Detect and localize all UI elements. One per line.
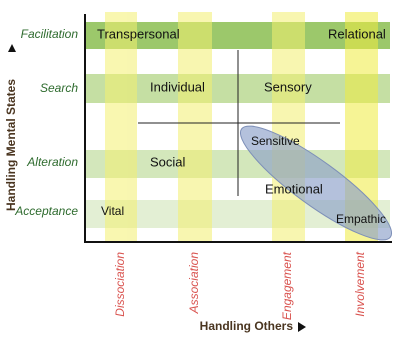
y-level: Facilitation — [21, 27, 79, 41]
y-level: Search — [40, 81, 78, 95]
highlight-ellipse — [239, 125, 393, 241]
cell-label: Sensitive — [251, 134, 300, 148]
cell-label: Emotional — [265, 181, 323, 196]
cell-label: Sensory — [264, 79, 312, 94]
y-level: Acceptance — [14, 204, 78, 218]
x-level: Association — [187, 252, 201, 315]
cell-label: Relational — [328, 26, 386, 41]
cell-label: Social — [150, 154, 186, 169]
x-level: Dissociation — [113, 252, 127, 317]
x-level: Involvement — [353, 251, 367, 316]
band-dissociation — [105, 12, 137, 242]
cell-label: Empathic — [336, 212, 386, 226]
band-engagement — [272, 12, 305, 242]
cell-label: Vital — [101, 204, 124, 218]
cell-label: Individual — [150, 79, 205, 94]
x-axis-arrow — [298, 322, 306, 332]
y-level: Alteration — [26, 155, 78, 169]
y-axis-arrow — [8, 44, 16, 52]
y-axis-title: Handling Mental States — [4, 79, 18, 211]
x-level: Engagement — [280, 251, 294, 320]
x-axis-title: Handling Others — [200, 319, 294, 333]
band-association — [178, 12, 212, 242]
cell-label: Transpersonal — [97, 26, 180, 41]
